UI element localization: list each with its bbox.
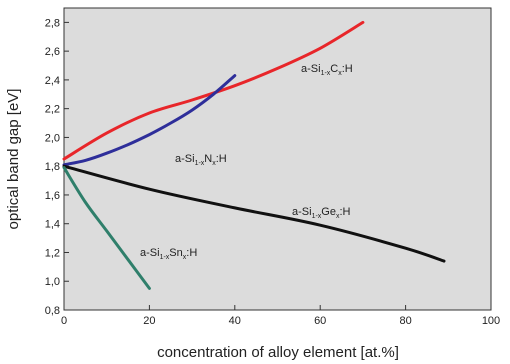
y-tick-label: 1,0	[45, 276, 60, 288]
y-tick-label: 1,4	[45, 219, 60, 231]
series-label-part: :H	[186, 247, 197, 259]
series-label-part: :H	[342, 63, 353, 75]
series-label-part: Sn	[169, 247, 182, 259]
series-label-part: Ge	[321, 206, 336, 218]
series-label-part: x	[338, 70, 342, 77]
y-tick-label: 1,8	[45, 161, 60, 173]
series-label-part: a-Si	[301, 63, 321, 75]
series-label-part: x	[336, 213, 340, 220]
series-label-part: N	[204, 153, 212, 165]
y-tick-label: 2,2	[45, 104, 60, 116]
series-label-sic: a-Si1-xCx:H	[301, 63, 353, 77]
y-tick-label: 1,2	[45, 247, 60, 259]
y-tick-label: 2,6	[45, 46, 60, 58]
series-line-sisn	[62, 166, 151, 290]
series-label-sisn: a-Si1-xSnx:H	[140, 247, 197, 261]
series-label-part: 1-x	[160, 254, 170, 261]
plot-area	[63, 7, 492, 311]
series-label-part: a-Si	[292, 206, 312, 218]
y-tick-label: 2,0	[45, 132, 60, 144]
x-axis-title: concentration of alloy element [at.%]	[157, 344, 399, 361]
y-tick-label: 0,8	[45, 305, 60, 317]
series-label-part: 1-x	[312, 213, 322, 220]
series-label-sin: a-Si1-xNx:H	[175, 153, 227, 167]
y-tick-label: 2,8	[45, 17, 60, 29]
series-label-part: 1-x	[195, 160, 205, 167]
series-label-part: a-Si	[175, 153, 195, 165]
series-label-part: x	[183, 254, 187, 261]
x-tick-label: 100	[482, 315, 500, 327]
y-axis-title: optical band gap [eV]	[5, 89, 22, 230]
series-line-sin	[62, 74, 237, 167]
series-label-part: x	[212, 160, 216, 167]
y-tick-label: 1,6	[45, 190, 60, 202]
y-tick-label: 2,4	[45, 75, 60, 87]
series-label-sige: a-Si1-xGex:H	[292, 206, 351, 220]
series-lines	[62, 20, 446, 290]
series-label-part: C	[330, 63, 338, 75]
series-line-sige	[62, 164, 446, 263]
series-label-part: :H	[339, 206, 350, 218]
x-tick-label: 20	[143, 315, 155, 327]
axis-ticks: 0 20 40 60 80 100 0,8 1,0 1,2 1,4 1,6 1,8 2,0 2,2 2,4 2…	[45, 17, 500, 327]
x-tick-label: 60	[314, 315, 326, 327]
series-labels: a-Si1-xCx:Ha-Si1-xNx:Ha-Si1-xGex:Ha-Si1-…	[140, 63, 353, 261]
series-label-part: 1-x	[321, 70, 331, 77]
series-label-part: a-Si	[140, 247, 160, 259]
x-tick-label: 40	[229, 315, 241, 327]
x-tick-label: 80	[399, 315, 411, 327]
series-label-part: :H	[216, 153, 227, 165]
x-tick-label: 0	[61, 315, 67, 327]
